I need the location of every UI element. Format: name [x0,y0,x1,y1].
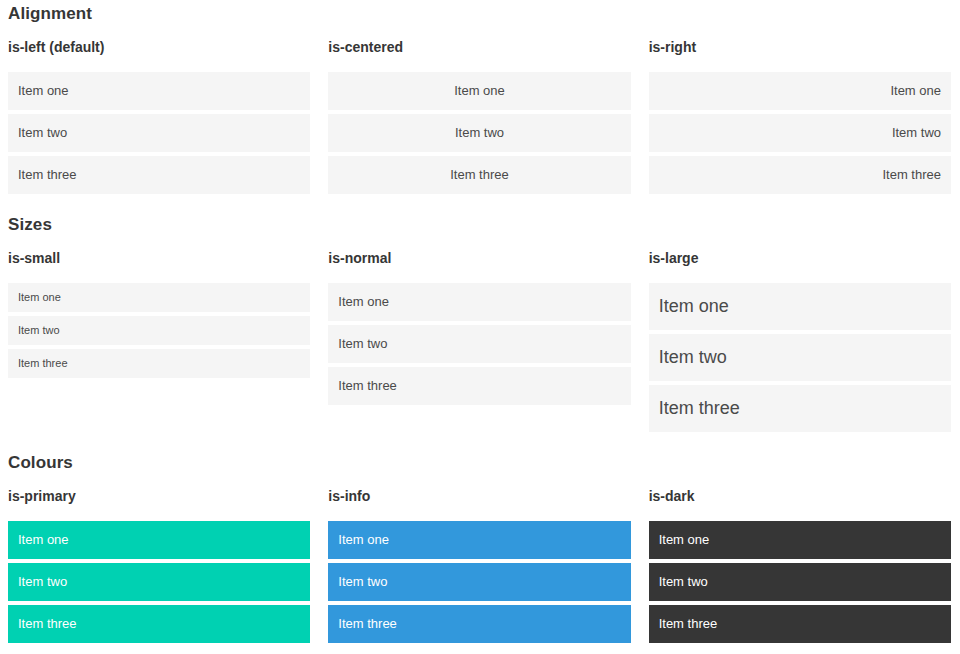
component-demo-page: Alignment is-left (default) Item one Ite… [0,0,960,654]
column-heading: is-large [649,250,951,267]
list-item: Item two [649,334,951,381]
list-item: Item three [8,349,310,378]
section-sizes: Sizes is-small Item one Item two Item th… [8,215,951,436]
list-item: Item three [649,605,951,643]
list-item: Item two [649,114,951,152]
colours-columns: is-primary Item one Item two Item three … [8,473,951,647]
column-heading: is-left (default) [8,39,310,56]
list-item: Item three [8,156,310,194]
alignment-columns: is-left (default) Item one Item two Item… [8,24,951,198]
column-heading: is-small [8,250,310,267]
column-heading: is-primary [8,488,310,505]
list-item: Item one [8,283,310,312]
list-item: Item two [328,114,630,152]
list-item: Item one [8,521,310,559]
list-item: Item three [328,367,630,405]
list-item: Item two [328,325,630,363]
list-item: Item one [8,72,310,110]
list-item: Item two [649,563,951,601]
list-item: Item three [649,156,951,194]
item-list: Item one Item two Item three [328,283,630,405]
list-item: Item two [8,114,310,152]
item-list: Item one Item two Item three [8,72,310,194]
column-heading: is-info [328,488,630,505]
column-is-dark: is-dark Item one Item two Item three [649,473,951,647]
section-alignment: Alignment is-left (default) Item one Ite… [8,4,951,198]
list-item: Item three [328,605,630,643]
column-heading: is-centered [328,39,630,56]
column-is-centered: is-centered Item one Item two Item three [328,24,630,198]
column-is-large: is-large Item one Item two Item three [649,235,951,436]
column-is-right: is-right Item one Item two Item three [649,24,951,198]
list-item: Item one [328,521,630,559]
list-item: Item three [328,156,630,194]
list-item: Item three [649,385,951,432]
list-item: Item three [8,605,310,643]
list-item: Item one [649,521,951,559]
sizes-columns: is-small Item one Item two Item three is… [8,235,951,436]
item-list: Item one Item two Item three [649,72,951,194]
list-item: Item one [328,283,630,321]
column-heading: is-dark [649,488,951,505]
item-list: Item one Item two Item three [8,521,310,643]
item-list: Item one Item two Item three [649,283,951,432]
list-item: Item one [649,72,951,110]
column-is-normal: is-normal Item one Item two Item three [328,235,630,409]
column-heading: is-right [649,39,951,56]
section-title: Sizes [8,215,951,235]
section-title: Alignment [8,4,951,24]
list-item: Item two [8,563,310,601]
column-is-primary: is-primary Item one Item two Item three [8,473,310,647]
item-list: Item one Item two Item three [328,72,630,194]
column-is-info: is-info Item one Item two Item three [328,473,630,647]
list-item: Item one [649,283,951,330]
list-item: Item two [328,563,630,601]
section-colours: Colours is-primary Item one Item two Ite… [8,453,951,647]
item-list: Item one Item two Item three [328,521,630,643]
column-heading: is-normal [328,250,630,267]
column-is-small: is-small Item one Item two Item three [8,235,310,382]
section-title: Colours [8,453,951,473]
list-item: Item two [8,316,310,345]
list-item: Item one [328,72,630,110]
item-list: Item one Item two Item three [8,283,310,378]
column-is-left: is-left (default) Item one Item two Item… [8,24,310,198]
item-list: Item one Item two Item three [649,521,951,643]
